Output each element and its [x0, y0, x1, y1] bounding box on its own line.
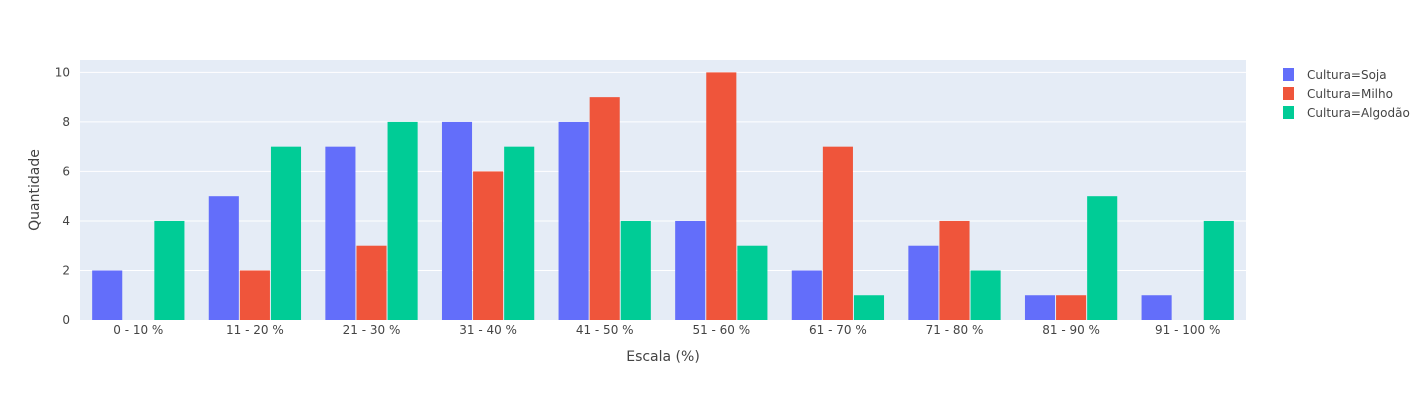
- x-tick-label: 41 - 50 %: [576, 323, 634, 337]
- bar-algodao[interactable]: [270, 146, 302, 320]
- bar-soja[interactable]: [92, 270, 123, 320]
- x-axis-ticks: 0 - 10 % 11 - 20 % 21 - 30 % 31 - 40 % 41 - …: [113, 323, 1220, 337]
- y-tick-label: 2: [62, 263, 70, 277]
- x-tick-label: 91 - 100 %: [1155, 323, 1220, 337]
- bar-milho[interactable]: [356, 245, 387, 320]
- bar-milho[interactable]: [589, 97, 620, 321]
- x-tick-label: 61 - 70 %: [809, 323, 867, 337]
- bar-soja[interactable]: [791, 270, 822, 320]
- legend[interactable]: Cultura=Soja Cultura=Milho Cultura=Algodão: [1283, 68, 1410, 120]
- bar-soja[interactable]: [208, 196, 239, 320]
- bar-milho[interactable]: [239, 270, 270, 320]
- x-axis-title: Escala (%): [626, 349, 700, 365]
- x-tick-label: 71 - 80 %: [926, 323, 984, 337]
- bar-soja[interactable]: [908, 245, 939, 320]
- bar-milho[interactable]: [939, 220, 970, 320]
- bar-algodao[interactable]: [1203, 220, 1234, 320]
- legend-label: Cultura=Soja: [1307, 68, 1387, 82]
- bar-soja[interactable]: [325, 146, 356, 320]
- legend-item[interactable]: Cultura=Algodão: [1283, 106, 1410, 120]
- y-axis-ticks: 0 2 4 6 8 10: [55, 65, 70, 327]
- bar-algodao[interactable]: [504, 146, 535, 320]
- bar-soja[interactable]: [1141, 295, 1172, 320]
- x-tick-label: 51 - 60 %: [692, 323, 750, 337]
- y-tick-label: 4: [62, 214, 70, 228]
- y-tick-label: 8: [62, 115, 70, 129]
- x-tick-label: 0 - 10 %: [113, 323, 163, 337]
- bar-milho[interactable]: [1056, 295, 1087, 320]
- y-tick-label: 0: [62, 313, 70, 327]
- bar-algodao[interactable]: [154, 220, 185, 320]
- y-tick-label: 10: [55, 65, 70, 79]
- legend-label: Cultura=Milho: [1307, 87, 1393, 101]
- bar-algodao[interactable]: [1087, 196, 1118, 320]
- bar-algodao[interactable]: [853, 295, 885, 320]
- bar-soja[interactable]: [441, 121, 473, 321]
- legend-label: Cultura=Algodão: [1307, 106, 1410, 120]
- bar-algodao[interactable]: [620, 220, 651, 320]
- bar-soja[interactable]: [675, 220, 706, 320]
- bar-algodao[interactable]: [737, 245, 768, 320]
- legend-swatch: [1283, 68, 1294, 81]
- legend-swatch: [1283, 106, 1294, 119]
- bar-soja[interactable]: [558, 121, 589, 321]
- bar-milho[interactable]: [822, 146, 853, 320]
- legend-item[interactable]: Cultura=Milho: [1283, 87, 1393, 101]
- x-tick-label: 11 - 20 %: [226, 323, 284, 337]
- bar-algodao[interactable]: [387, 121, 418, 321]
- x-tick-label: 31 - 40 %: [459, 323, 517, 337]
- bars: [92, 72, 1234, 321]
- x-tick-label: 21 - 30 %: [343, 323, 401, 337]
- legend-item[interactable]: Cultura=Soja: [1283, 68, 1387, 82]
- y-tick-label: 6: [62, 164, 70, 178]
- bar-algodao[interactable]: [970, 270, 1001, 320]
- bar-milho[interactable]: [706, 72, 737, 320]
- y-axis-title: Quantidade: [27, 149, 43, 231]
- legend-swatch: [1283, 87, 1294, 100]
- x-tick-label: 81 - 90 %: [1042, 323, 1100, 337]
- bar-soja[interactable]: [1024, 295, 1056, 320]
- bar-milho[interactable]: [473, 171, 504, 320]
